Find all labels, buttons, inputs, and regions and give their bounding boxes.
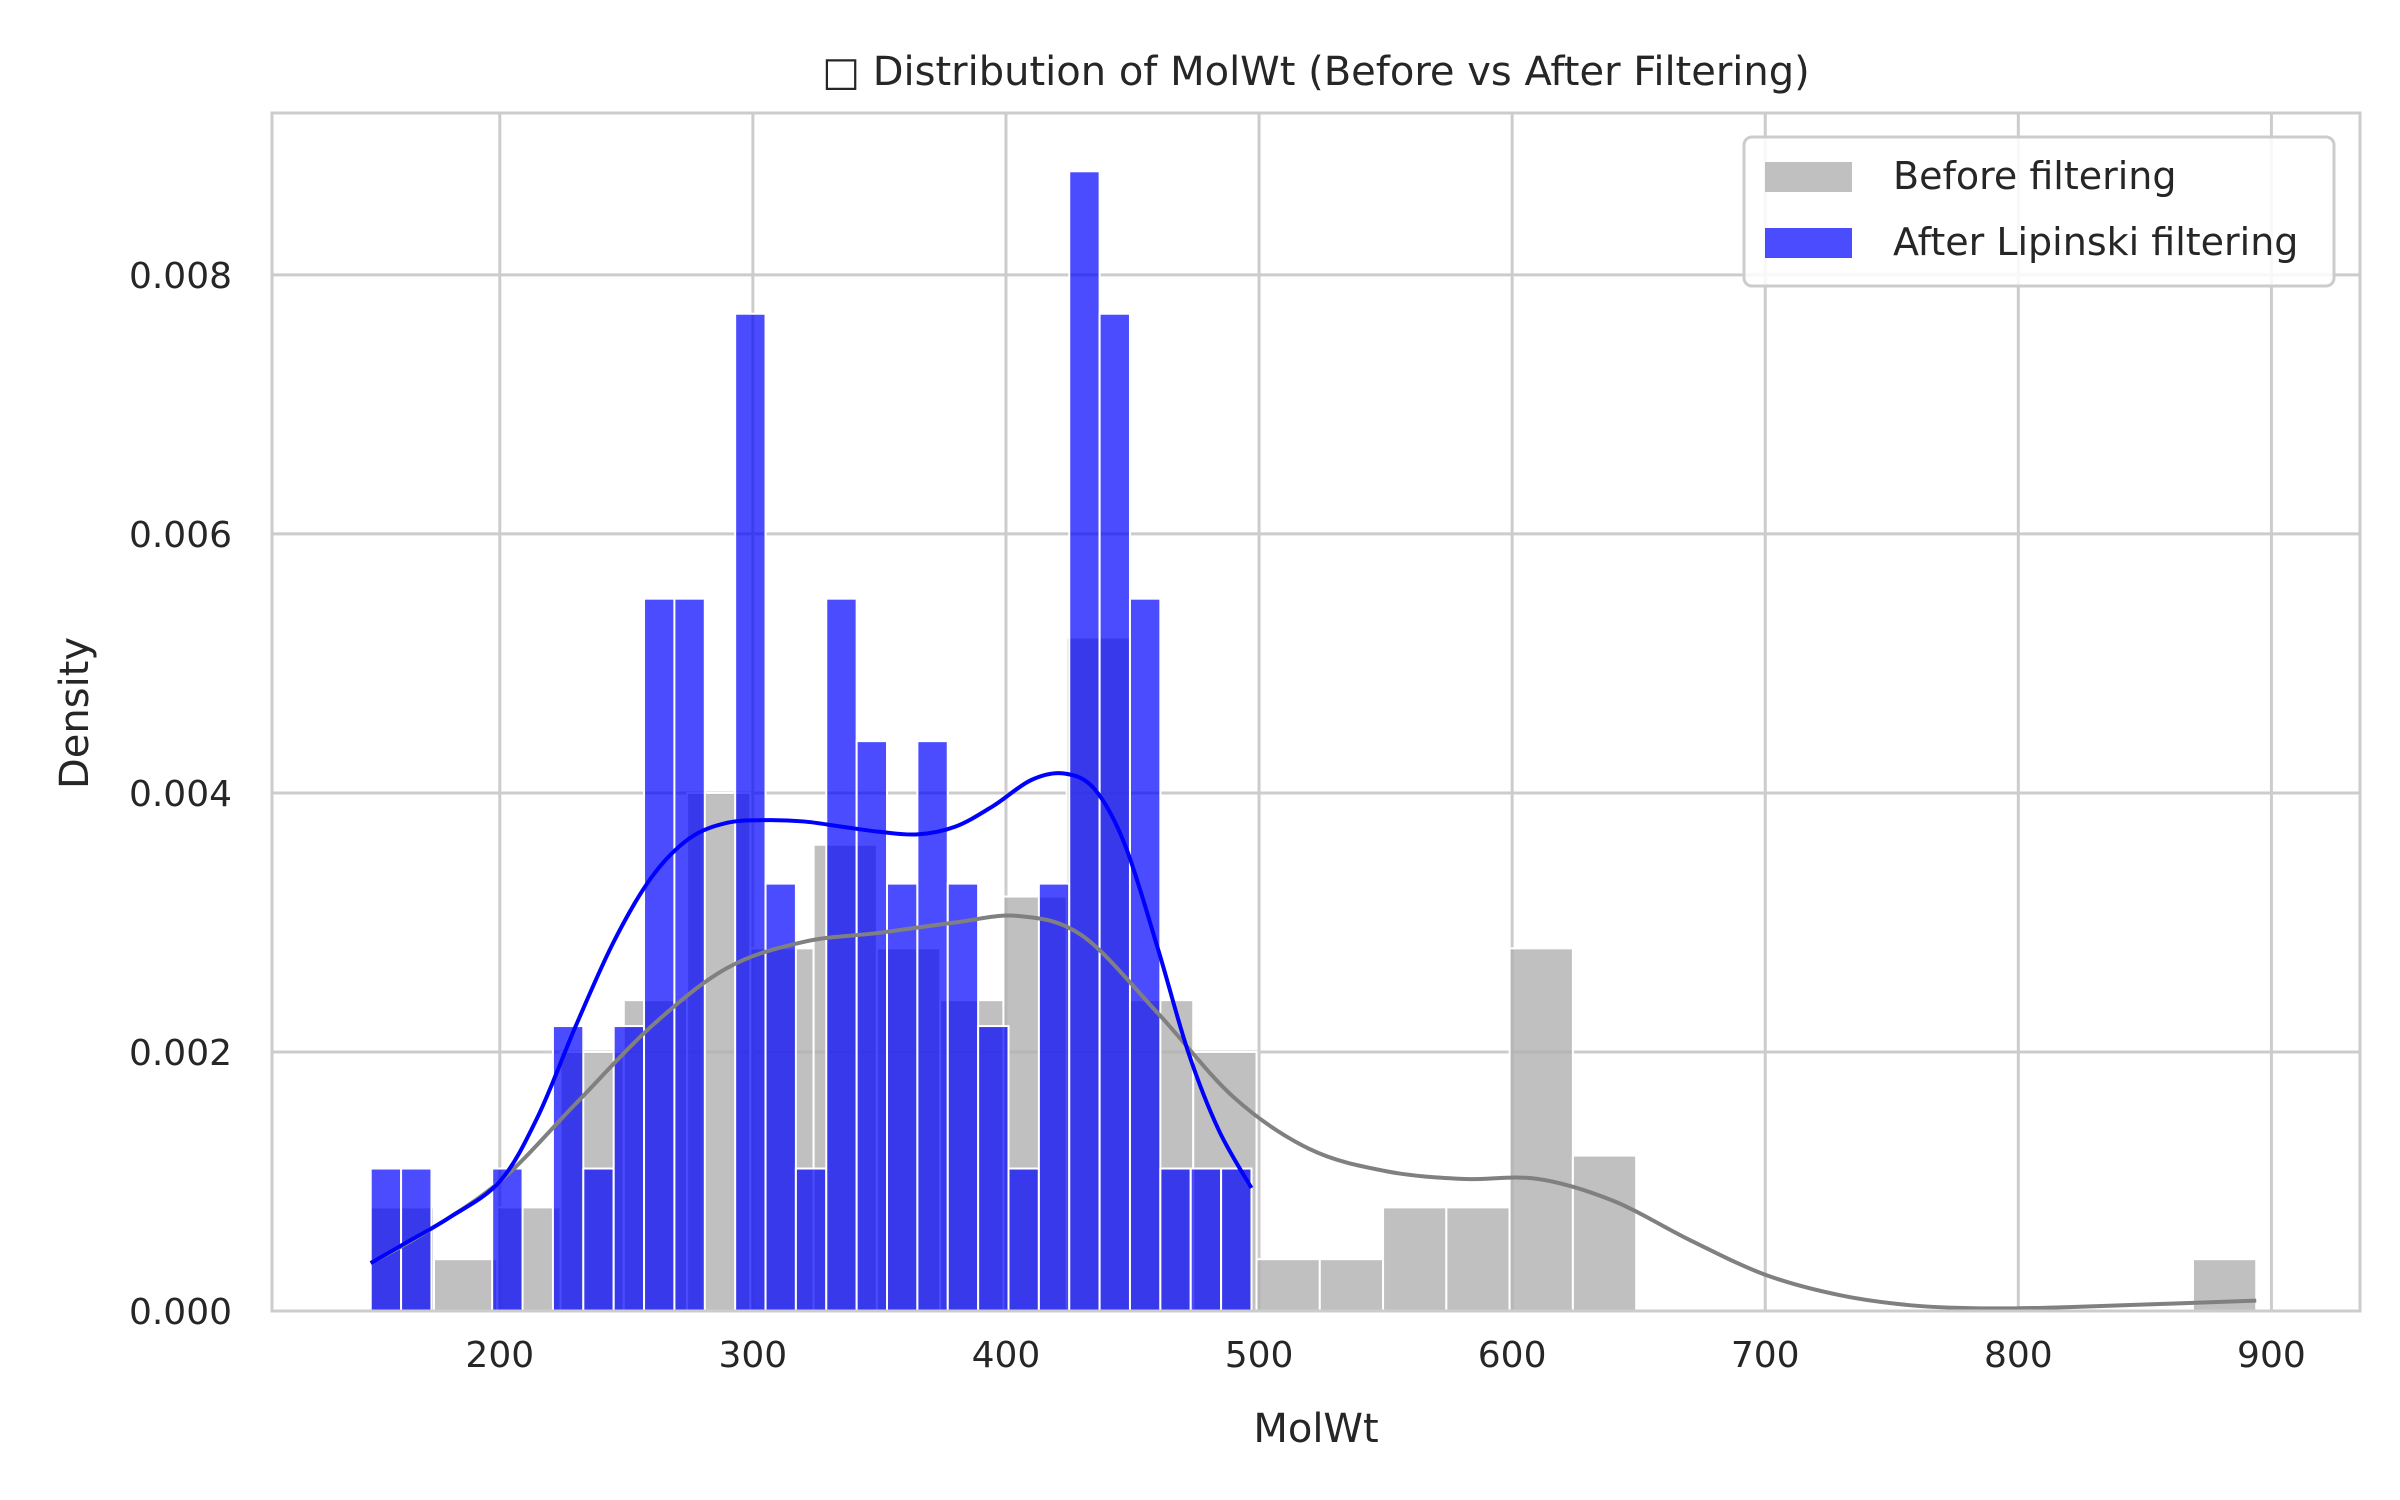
- histogram-bar: [886, 882, 919, 1312]
- x-tick-label: 800: [1984, 1335, 2053, 1376]
- x-tick-label: 300: [719, 1335, 788, 1376]
- after-filtering-bars: [369, 170, 1253, 1313]
- y-tick-label: 0.008: [129, 256, 232, 297]
- histogram-bar: [855, 740, 889, 1312]
- legend-label-before: Before filtering: [1893, 154, 2176, 198]
- histogram-bar: [369, 1167, 403, 1313]
- histogram-bar: [1382, 1206, 1448, 1312]
- x-axis-ticks: 200 300 400 500 600 700 800 900: [465, 1335, 2305, 1376]
- histogram-bar: [794, 1167, 828, 1313]
- histogram-bar: [582, 1167, 615, 1313]
- histogram-bar: [825, 597, 858, 1312]
- kde-line-after: [369, 771, 1254, 1265]
- histogram-bar: [673, 597, 706, 1312]
- histogram-bar: [1571, 1154, 1638, 1312]
- x-tick-label: 600: [1478, 1335, 1547, 1376]
- histogram-bar: [1508, 947, 1574, 1313]
- y-tick-label: 0.002: [129, 1033, 232, 1074]
- y-axis-ticks: 0.000 0.002 0.004 0.006 0.008: [129, 256, 232, 1333]
- legend-label-after: After Lipinski filtering: [1893, 220, 2298, 264]
- histogram-bar: [1068, 170, 1101, 1312]
- histogram-bar: [916, 740, 949, 1312]
- y-tick-label: 0.004: [129, 774, 232, 815]
- histogram-bar: [1098, 312, 1131, 1312]
- histogram-bar: [734, 312, 767, 1312]
- legend-swatch-before: [1765, 162, 1852, 192]
- x-tick-label: 900: [2237, 1335, 2306, 1376]
- histogram-bar: [1220, 1167, 1253, 1313]
- histogram-bar: [1037, 882, 1071, 1312]
- histogram-bar: [1255, 1258, 1321, 1312]
- histogram-bar: [491, 1167, 524, 1313]
- histogram-bar: [1189, 1167, 1223, 1313]
- x-tick-label: 400: [972, 1335, 1041, 1376]
- histogram-bar: [977, 1025, 1010, 1313]
- histogram-bar: [1128, 597, 1162, 1312]
- histogram-bar: [432, 1258, 499, 1312]
- kde-curves: [369, 771, 2257, 1311]
- y-tick-label: 0.006: [129, 515, 232, 556]
- histogram-bar: [1445, 1206, 1511, 1312]
- x-tick-label: 200: [465, 1335, 534, 1376]
- kde-line-before: [369, 913, 2257, 1311]
- legend-box: [1742, 135, 2336, 288]
- histogram-bar: [1318, 1258, 1385, 1312]
- y-tick-label: 0.000: [129, 1292, 232, 1333]
- plot-frame: [270, 111, 2362, 1313]
- histogram-bar: [946, 882, 980, 1312]
- histogram-bar: [1007, 1167, 1040, 1313]
- legend: Before filtering After Lipinski filterin…: [1742, 135, 2336, 288]
- x-axis-label: MolWt: [1253, 1406, 1378, 1452]
- x-tick-label: 700: [1731, 1335, 1800, 1376]
- legend-swatch-after: [1765, 228, 1852, 258]
- y-axis-label: Density: [52, 637, 98, 789]
- histogram-bar: [643, 597, 676, 1312]
- x-tick-label: 500: [1225, 1335, 1294, 1376]
- histogram-bar: [612, 1025, 646, 1313]
- chart-title: □ Distribution of MolWt (Before vs After…: [822, 49, 1810, 95]
- histogram-bar: [1159, 1167, 1192, 1313]
